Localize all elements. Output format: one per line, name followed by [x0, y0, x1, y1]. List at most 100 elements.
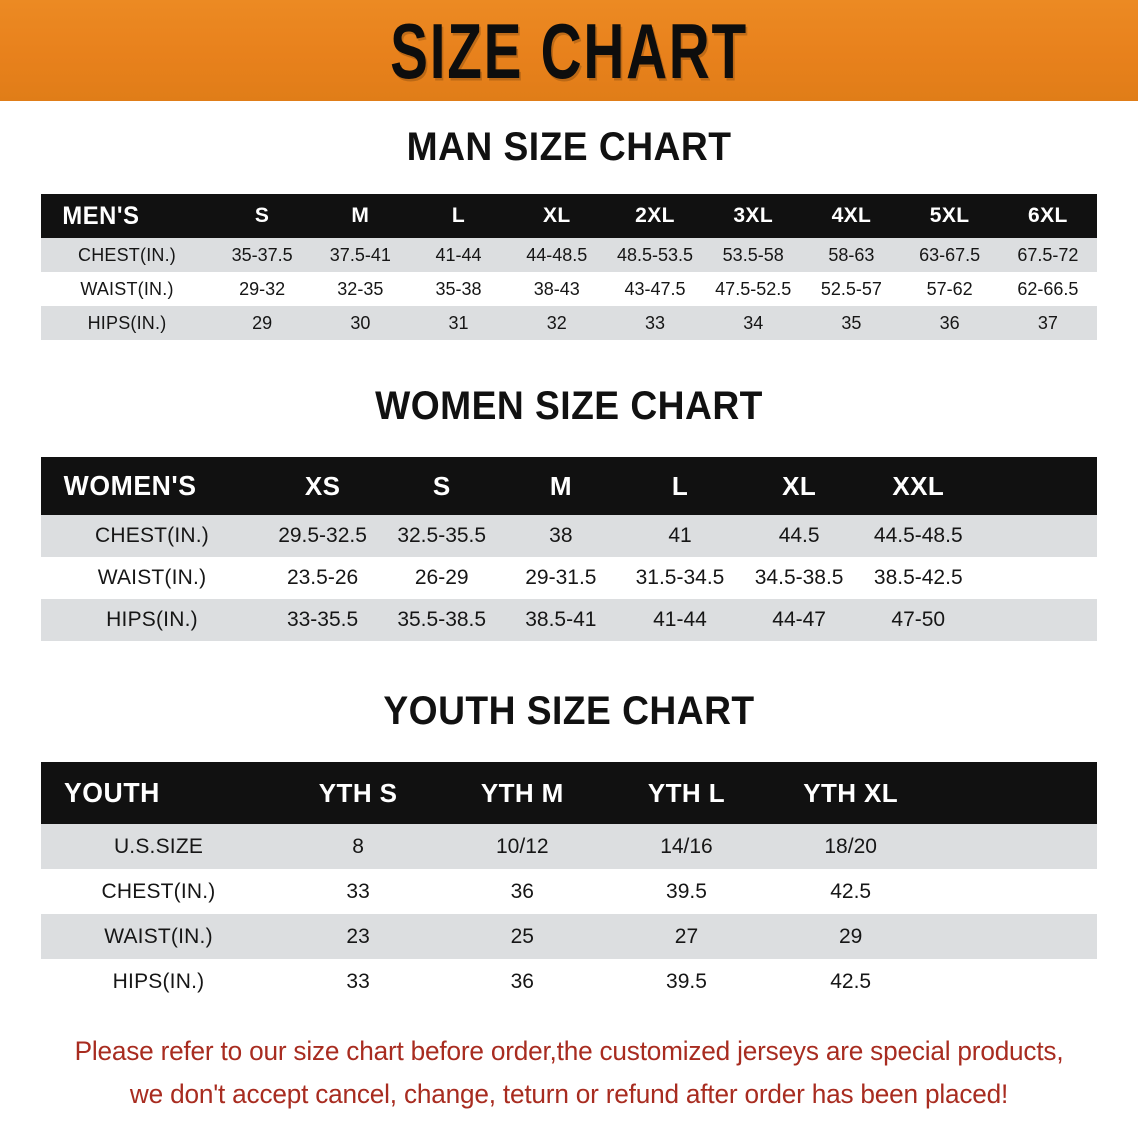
women-cell-spacer: [977, 599, 1097, 641]
women-cell: 38.5-41: [501, 599, 621, 641]
men-row-label: HIPS(IN.): [41, 306, 213, 340]
youth-table-body: U.S.SIZE 8 10/12 14/16 18/20 CHEST(IN.) 33 36 39…: [41, 824, 1097, 1004]
men-row-label: CHEST(IN.): [41, 238, 213, 272]
women-cell: 23.5-26: [263, 557, 383, 599]
youth-cell: 36: [440, 959, 605, 1004]
youth-cell: 33: [276, 869, 441, 914]
youth-size-table: YOUTH YTH S YTH M YTH L YTH XL U.S.SIZE 8 10/1…: [41, 762, 1097, 1004]
men-cell: 31: [409, 306, 508, 340]
table-row: CHEST(IN.) 35-37.5 37.5-41 41-44 44-48.5 48.5…: [41, 238, 1097, 272]
man-table-wrap: MEN'S S M L XL 2XL 3XL 4XL 5XL 6XL CHEST(IN.) 35-3…: [41, 194, 1097, 340]
women-cell: 44.5: [739, 515, 859, 557]
men-cell: 35: [802, 306, 901, 340]
youth-row-label: U.S.SIZE: [41, 824, 276, 869]
women-header-spacer-1: [978, 457, 1097, 515]
women-cell: 44.5-48.5: [858, 515, 978, 557]
men-cell: 38-43: [507, 272, 606, 306]
women-table-wrap: WOMEN'S XS S M L XL XXL CHEST(IN.) 29.5-32.5 32.…: [41, 457, 1097, 641]
table-row: HIPS(IN.) 29 30 31 32 33 34 35 36 37: [41, 306, 1097, 340]
women-cell-spacer: [977, 557, 1097, 599]
youth-column-header-yth-l: YTH L: [647, 777, 726, 808]
men-column-header-5xl: 5XL: [929, 204, 970, 227]
women-row-label: HIPS(IN.): [41, 599, 263, 641]
men-cell: 32-35: [311, 272, 410, 306]
youth-cell: 25: [440, 914, 605, 959]
youth-cell: 39.5: [604, 869, 769, 914]
youth-cell: 33: [276, 959, 441, 1004]
men-cell: 43-47.5: [605, 272, 705, 306]
youth-column-header-yth-s: YTH S: [318, 777, 398, 808]
men-table-body: CHEST(IN.) 35-37.5 37.5-41 41-44 44-48.5 48.5…: [41, 238, 1097, 340]
men-cell: 29-32: [213, 272, 312, 306]
women-cell: 41: [620, 515, 740, 557]
men-cell: 58-63: [802, 238, 901, 272]
youth-row-label: HIPS(IN.): [41, 959, 276, 1004]
youth-corner-header: YOUTH: [63, 777, 160, 808]
women-cell: 47-50: [858, 599, 978, 641]
women-cell: 31.5-34.5: [620, 557, 740, 599]
men-cell: 67.5-72: [998, 238, 1097, 272]
men-cell: 44-48.5: [507, 238, 606, 272]
women-column-header-m: M: [549, 470, 572, 501]
youth-table-head: YOUTH YTH S YTH M YTH L YTH XL: [41, 762, 1097, 824]
men-row-label: WAIST(IN.): [41, 272, 213, 306]
youth-cell-spacer: [932, 869, 1097, 914]
women-row-label: CHEST(IN.): [41, 515, 263, 557]
youth-cell: 18/20: [768, 824, 933, 869]
men-cell: 41-44: [409, 238, 508, 272]
youth-column-header-yth-m: YTH M: [480, 777, 564, 808]
women-column-header-xs: XS: [304, 470, 341, 501]
men-cell: 37.5-41: [311, 238, 410, 272]
women-cell: 44-47: [739, 599, 859, 641]
women-column-header-xxl: XXL: [892, 470, 945, 501]
youth-section-title: YOUTH SIZE CHART: [383, 689, 755, 733]
women-row-label: WAIST(IN.): [41, 557, 263, 599]
women-column-header-l: L: [671, 470, 689, 501]
men-cell: 48.5-53.5: [605, 238, 705, 272]
table-row: CHEST(IN.) 29.5-32.5 32.5-35.5 38 41 44.5 44.5…: [41, 515, 1097, 557]
men-column-header-m: M: [351, 204, 370, 227]
youth-cell: 14/16: [604, 824, 769, 869]
table-row: WAIST(IN.) 23 25 27 29: [41, 914, 1097, 959]
youth-row-label: CHEST(IN.): [41, 869, 276, 914]
youth-cell: 10/12: [440, 824, 605, 869]
youth-row-label: WAIST(IN.): [41, 914, 276, 959]
youth-cell: 42.5: [768, 959, 933, 1004]
women-cell: 38.5-42.5: [858, 557, 978, 599]
men-cell: 52.5-57: [802, 272, 901, 306]
women-section-title: WOMEN SIZE CHART: [375, 384, 763, 428]
men-cell: 37: [998, 306, 1097, 340]
men-cell: 35-38: [409, 272, 508, 306]
youth-cell-spacer: [932, 914, 1097, 959]
youth-table-wrap: YOUTH YTH S YTH M YTH L YTH XL U.S.SIZE 8 10/1…: [41, 762, 1097, 1004]
youth-column-header-yth-xl: YTH XL: [803, 777, 899, 808]
women-cell: 29-31.5: [501, 557, 621, 599]
men-cell: 29: [213, 306, 312, 340]
youth-header-row: YOUTH YTH S YTH M YTH L YTH XL: [41, 762, 1097, 824]
women-size-table: WOMEN'S XS S M L XL XXL CHEST(IN.) 29.5-32.5 32.…: [41, 457, 1097, 641]
youth-cell: 27: [604, 914, 769, 959]
order-policy-disclaimer: Please refer to our size chart before or…: [36, 1030, 1103, 1115]
women-column-header-s: S: [432, 470, 451, 501]
men-column-header-l: L: [451, 204, 466, 227]
women-cell-spacer: [977, 515, 1097, 557]
women-table-head: WOMEN'S XS S M L XL XXL: [41, 457, 1097, 515]
men-cell: 53.5-58: [704, 238, 803, 272]
page-banner: SIZE CHART: [0, 0, 1138, 101]
men-table-head: MEN'S S M L XL 2XL 3XL 4XL 5XL 6XL: [41, 194, 1097, 238]
men-cell: 63-67.5: [900, 238, 999, 272]
youth-cell: 36: [440, 869, 605, 914]
men-column-header-4xl: 4XL: [831, 204, 872, 227]
women-cell: 32.5-35.5: [382, 515, 502, 557]
women-cell: 33-35.5: [263, 599, 383, 641]
men-column-header-3xl: 3XL: [733, 204, 774, 227]
men-cell: 35-37.5: [213, 238, 312, 272]
women-cell: 29.5-32.5: [263, 515, 383, 557]
man-section-title: MAN SIZE CHART: [406, 125, 732, 169]
banner-title: SIZE CHART: [390, 6, 748, 95]
youth-header-spacer-1: [933, 762, 1097, 824]
men-column-header-xl: XL: [542, 204, 571, 227]
table-row: U.S.SIZE 8 10/12 14/16 18/20: [41, 824, 1097, 869]
youth-cell: 42.5: [768, 869, 933, 914]
